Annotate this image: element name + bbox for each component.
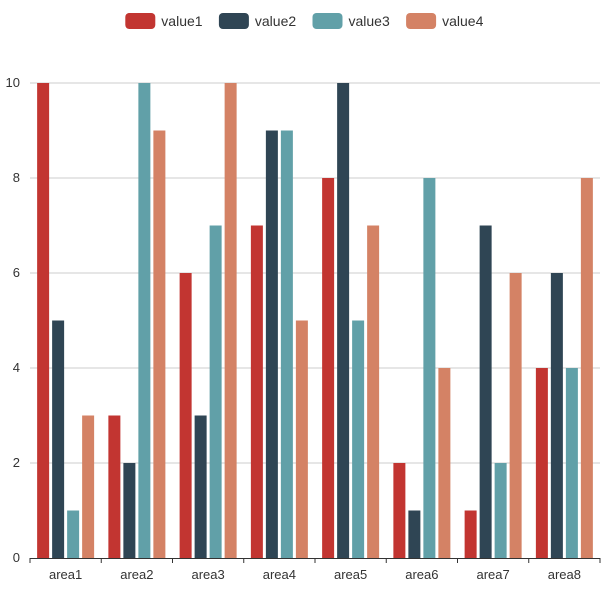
legend-item-value1[interactable]: value1: [125, 13, 203, 29]
x-tick-label: area1: [49, 567, 82, 582]
bar-area3-value1[interactable]: [179, 273, 192, 558]
bars[interactable]: [37, 83, 593, 558]
bar-area2-value4[interactable]: [153, 130, 166, 559]
y-tick-label: 2: [13, 455, 20, 470]
bar-area7-value4[interactable]: [509, 273, 522, 558]
bar-area5-value1[interactable]: [322, 178, 335, 558]
bar-area2-value3[interactable]: [138, 83, 151, 558]
legend-item-value4[interactable]: value4: [406, 13, 484, 29]
bar-area6-value4[interactable]: [438, 368, 451, 558]
y-tick-label: 6: [13, 265, 20, 280]
bar-area3-value2[interactable]: [194, 415, 207, 559]
legend-swatch: [218, 13, 249, 29]
x-tick-label: area7: [477, 567, 510, 582]
legend-label: value3: [349, 13, 390, 29]
x-axis: area1 area2 area3 area4 area5 area6 area7 area8: [29, 558, 601, 582]
x-tick-label: area4: [263, 567, 296, 582]
bar-area8-value3[interactable]: [565, 368, 578, 558]
legend-swatch: [312, 13, 343, 29]
legend-label: value4: [442, 13, 483, 29]
legend-swatch: [406, 13, 437, 29]
bar-area4-value2[interactable]: [265, 130, 278, 559]
bar-area4-value3[interactable]: [280, 130, 293, 559]
bar-area5-value3[interactable]: [352, 320, 365, 559]
bar-area8-value4[interactable]: [580, 178, 593, 558]
x-tick-label: area3: [192, 567, 225, 582]
bar-area3-value4[interactable]: [224, 83, 237, 558]
bar-area8-value2[interactable]: [550, 273, 563, 558]
bar-area3-value3[interactable]: [209, 225, 222, 559]
bar-area1-value2[interactable]: [52, 320, 65, 559]
y-tick-label: 0: [13, 550, 20, 565]
legend-label: value2: [255, 13, 296, 29]
bar-area2-value2[interactable]: [123, 463, 136, 558]
x-tick-label: area6: [405, 567, 438, 582]
x-tick-label: area2: [120, 567, 153, 582]
bar-area6-value2[interactable]: [408, 510, 421, 559]
y-tick-label: 10: [6, 75, 20, 90]
y-tick-label: 8: [13, 170, 20, 185]
bar-area7-value1[interactable]: [464, 510, 477, 559]
bar-area6-value1[interactable]: [393, 463, 406, 558]
bar-area1-value1[interactable]: [37, 83, 50, 558]
bar-area1-value4[interactable]: [82, 415, 95, 559]
bar-area5-value2[interactable]: [337, 83, 350, 558]
bar-area5-value4[interactable]: [367, 225, 380, 559]
bar-area8-value1[interactable]: [535, 368, 548, 558]
bar-area4-value4[interactable]: [295, 320, 308, 559]
y-axis-tick-labels: 0 2 4 6 8 10: [6, 75, 20, 565]
bar-area7-value2[interactable]: [479, 225, 492, 559]
legend[interactable]: value1 value2 value3 value4: [125, 13, 484, 29]
legend-item-value3[interactable]: value3: [312, 13, 390, 29]
bar-area7-value3[interactable]: [494, 463, 507, 558]
bar-area2-value1[interactable]: [108, 415, 121, 559]
bar-area4-value1[interactable]: [250, 225, 263, 559]
bar-area6-value3[interactable]: [423, 178, 436, 558]
bar-area1-value3[interactable]: [67, 510, 80, 559]
x-tick-label: area8: [548, 567, 581, 582]
legend-item-value2[interactable]: value2: [218, 13, 296, 29]
y-tick-label: 4: [13, 360, 20, 375]
x-tick-label: area5: [334, 567, 367, 582]
legend-label: value1: [161, 13, 202, 29]
legend-swatch: [125, 13, 156, 29]
